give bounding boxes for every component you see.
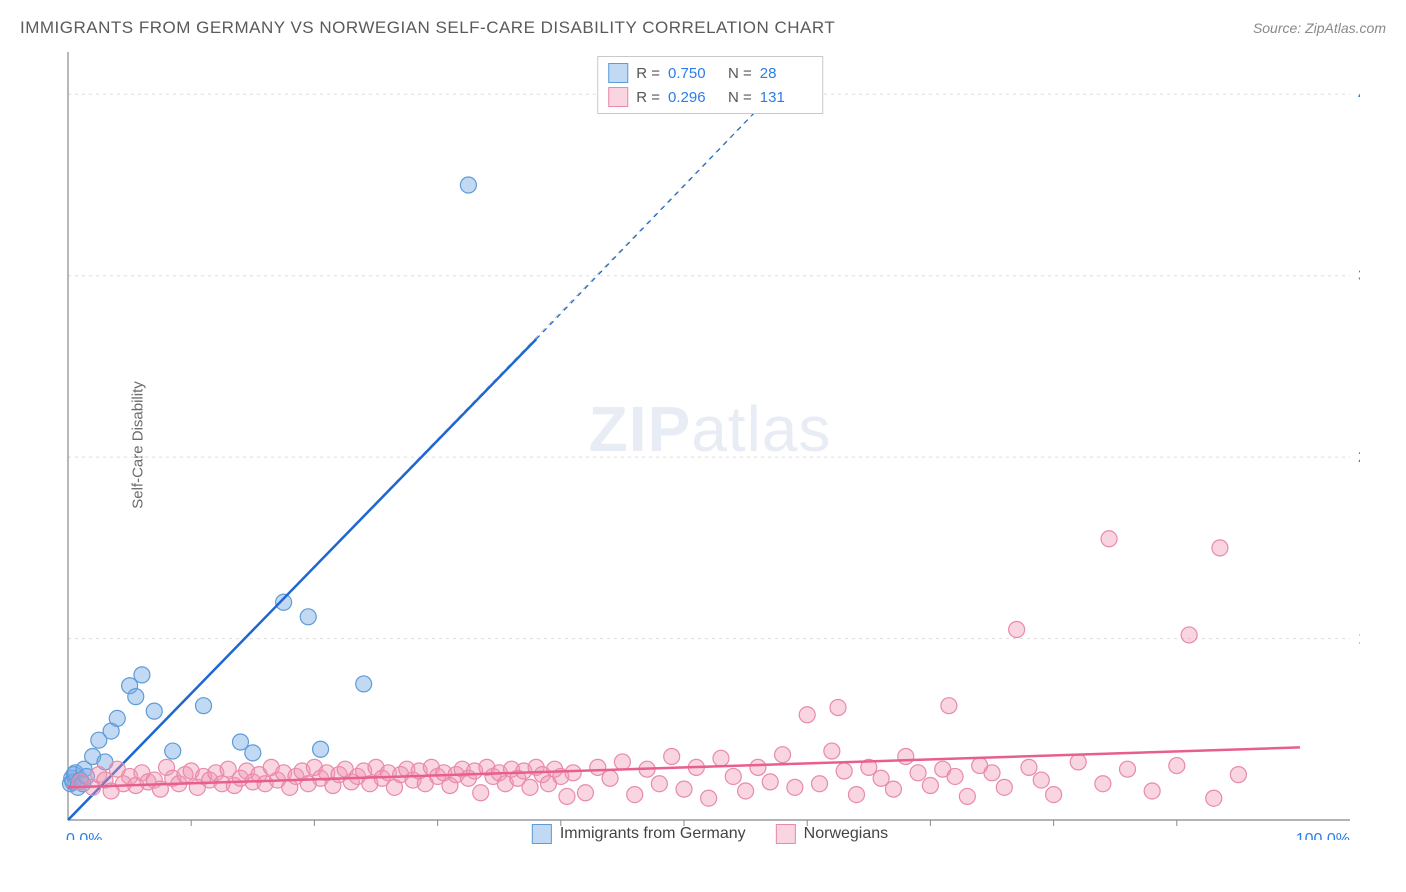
data-point-germany [300,609,316,625]
data-point-norwegians [1101,531,1117,547]
data-point-norwegians [651,776,667,792]
legend-swatch-germany [608,63,628,83]
data-point-norwegians [1144,783,1160,799]
data-point-norwegians [473,785,489,801]
legend-series: Immigrants from Germany Norwegians [532,824,888,844]
y-tick-label: 40.0% [1358,86,1360,103]
data-point-norwegians [627,787,643,803]
data-point-norwegians [559,788,575,804]
data-point-norwegians [1206,790,1222,806]
data-point-norwegians [1212,540,1228,556]
data-point-germany [109,710,125,726]
y-tick-label: 10.0% [1358,631,1360,648]
data-point-norwegians [836,763,852,779]
data-point-norwegians [885,781,901,797]
data-point-norwegians [1021,759,1037,775]
x-tick-label: 0.0% [66,831,102,840]
data-point-norwegians [1033,772,1049,788]
data-point-norwegians [1046,787,1062,803]
legend-bottom-swatch-norwegians [776,824,796,844]
n-label: N = [728,65,752,82]
legend-item-germany: Immigrants from Germany [532,824,746,844]
source-name: ZipAtlas.com [1305,20,1386,36]
data-point-germany [146,703,162,719]
data-point-germany [196,698,212,714]
data-point-norwegians [787,779,803,795]
data-point-norwegians [522,779,538,795]
trend-line-germany [68,339,536,820]
data-point-norwegians [602,770,618,786]
data-point-norwegians [959,788,975,804]
legend-row-norwegians: R = 0.296 N = 131 [608,85,812,109]
data-point-norwegians [799,707,815,723]
legend-bottom-swatch-germany [532,824,552,844]
data-point-norwegians [996,779,1012,795]
data-point-germany [460,177,476,193]
legend-label-norwegians: Norwegians [804,825,888,843]
data-point-germany [134,667,150,683]
legend-swatch-norwegians [608,87,628,107]
data-point-norwegians [762,774,778,790]
source-attribution: Source: ZipAtlas.com [1253,20,1386,36]
data-point-norwegians [676,781,692,797]
data-point-norwegians [830,700,846,716]
legend-label-germany: Immigrants from Germany [560,825,746,843]
source-prefix: Source: [1253,20,1305,36]
chart-title: IMMIGRANTS FROM GERMANY VS NORWEGIAN SEL… [20,18,835,38]
n-label: N = [728,89,752,106]
data-point-norwegians [947,768,963,784]
data-point-norwegians [664,749,680,765]
plot-area: Self-Care Disability ZIPatlas R = 0.750 … [60,50,1360,840]
r-value-germany: 0.750 [668,65,720,82]
r-value-norwegians: 0.296 [668,89,720,106]
y-tick-label: 20.0% [1358,449,1360,466]
data-point-germany [128,689,144,705]
data-point-norwegians [775,747,791,763]
data-point-germany [245,745,261,761]
header-bar: IMMIGRANTS FROM GERMANY VS NORWEGIAN SEL… [20,18,1386,38]
data-point-norwegians [701,790,717,806]
data-point-norwegians [1070,754,1086,770]
data-point-norwegians [812,776,828,792]
scatter-chart: 10.0% 20.0% 30.0% 40.0% 0.0% 100.0% [60,50,1360,840]
data-point-norwegians [713,750,729,766]
x-tick-label: 100.0% [1296,831,1350,840]
data-point-germany [165,743,181,759]
legend-correlation: R = 0.750 N = 28 R = 0.296 N = 131 [597,56,823,114]
data-point-norwegians [898,749,914,765]
data-point-norwegians [725,768,741,784]
data-point-norwegians [1230,767,1246,783]
data-point-norwegians [910,765,926,781]
data-point-germany [356,676,372,692]
data-point-germany [276,594,292,610]
data-point-norwegians [750,759,766,775]
data-point-norwegians [824,743,840,759]
y-tick-label: 30.0% [1358,268,1360,285]
legend-row-germany: R = 0.750 N = 28 [608,61,812,85]
data-point-germany [313,741,329,757]
data-point-norwegians [984,765,1000,781]
data-point-norwegians [1181,627,1197,643]
data-point-norwegians [1120,761,1136,777]
r-label: R = [636,65,660,82]
data-point-norwegians [738,783,754,799]
data-point-norwegians [922,778,938,794]
data-point-norwegians [565,765,581,781]
r-label: R = [636,89,660,106]
data-point-norwegians [1095,776,1111,792]
n-value-norwegians: 131 [760,89,812,106]
data-point-norwegians [614,754,630,770]
data-point-norwegians [1169,758,1185,774]
data-point-norwegians [1009,622,1025,638]
data-point-norwegians [848,787,864,803]
n-value-germany: 28 [760,65,812,82]
data-point-norwegians [941,698,957,714]
data-point-norwegians [577,785,593,801]
legend-item-norwegians: Norwegians [776,824,888,844]
